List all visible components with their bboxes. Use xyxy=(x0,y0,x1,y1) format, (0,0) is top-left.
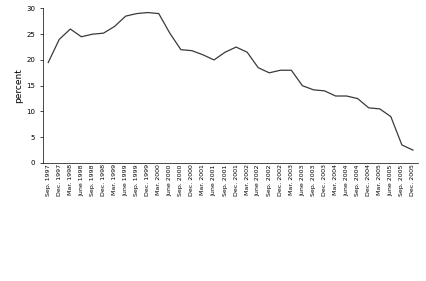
Y-axis label: percent: percent xyxy=(14,68,23,103)
